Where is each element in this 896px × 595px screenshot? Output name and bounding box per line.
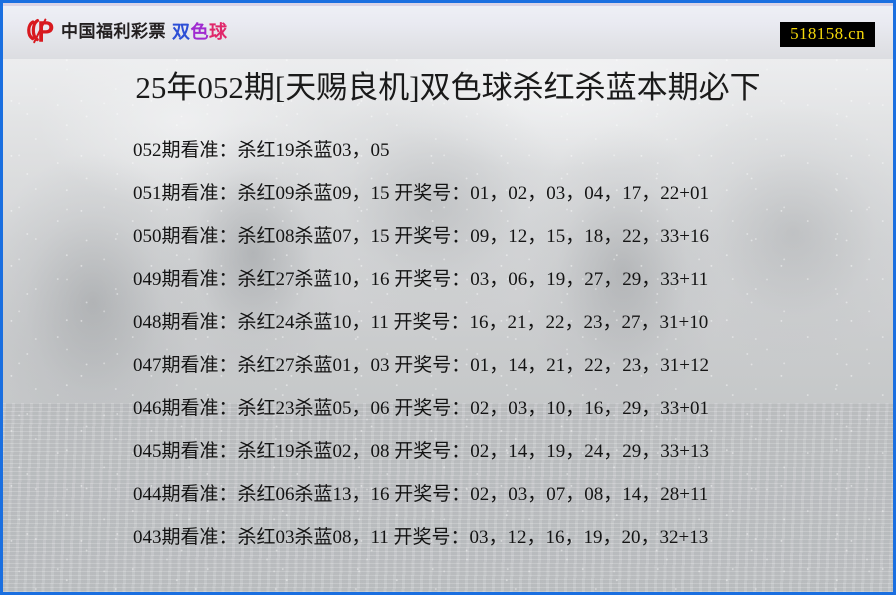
forecast-row-text: 043期看准：杀红03杀蓝08，11 开奖号：03，12，16，19，20，32… bbox=[133, 527, 709, 548]
page-title: 25年052期[天赐良机]双色球杀红杀蓝本期必下 bbox=[135, 70, 761, 105]
forecast-list: 052期看准：杀红19杀蓝03，05 051期看准：杀红09杀蓝09，15 开奖… bbox=[3, 127, 893, 557]
list-item: 046期看准：杀红23杀蓝05，06 开奖号：02，03，10，16，29，33… bbox=[3, 385, 893, 428]
forecast-row-text: 051期看准：杀红09杀蓝09，15 开奖号：01，02，03，04，17，22… bbox=[133, 183, 709, 204]
list-item: 044期看准：杀红06杀蓝13，16 开奖号：02，03，07，08，14，28… bbox=[3, 471, 893, 514]
product-char-3: 球 bbox=[209, 21, 228, 42]
list-item: 043期看准：杀红03杀蓝08，11 开奖号：03，12，16，19，20，32… bbox=[3, 514, 893, 557]
product-char-2: 色 bbox=[190, 21, 209, 42]
forecast-row-text: 049期看准：杀红27杀蓝10，16 开奖号：03，06，19，27，29，33… bbox=[133, 269, 709, 290]
forecast-row-text: 052期看准：杀红19杀蓝03，05 bbox=[133, 140, 390, 161]
brand-logo: 中国福利彩票 双色球 bbox=[25, 18, 228, 45]
product-char-1: 双 bbox=[172, 21, 191, 42]
china-welfare-lottery-emblem-icon bbox=[25, 18, 55, 45]
forecast-row-text: 045期看准：杀红19杀蓝02，08 开奖号：02，14，19，24，29，33… bbox=[133, 441, 709, 462]
forecast-row-text: 046期看准：杀红23杀蓝05，06 开奖号：02，03，10，16，29，33… bbox=[133, 398, 709, 419]
list-item: 048期看准：杀红24杀蓝10，11 开奖号：16，21，22，23，27，31… bbox=[3, 299, 893, 342]
list-item: 045期看准：杀红19杀蓝02，08 开奖号：02，14，19，24，29，33… bbox=[3, 428, 893, 471]
site-watermark: 518158.cn bbox=[780, 22, 875, 48]
forecast-row-text: 044期看准：杀红06杀蓝13，16 开奖号：02，03，07，08，14，28… bbox=[133, 484, 709, 505]
background-photo-water bbox=[3, 403, 893, 592]
list-item: 052期看准：杀红19杀蓝03，05 bbox=[3, 127, 893, 170]
header-band bbox=[3, 3, 893, 59]
list-item: 047期看准：杀红27杀蓝01，03 开奖号：01，14，21，22，23，31… bbox=[3, 342, 893, 385]
header-top-strip bbox=[3, 3, 893, 6]
list-item: 051期看准：杀红09杀蓝09，15 开奖号：01，02，03，04，17，22… bbox=[3, 170, 893, 213]
forecast-row-text: 047期看准：杀红27杀蓝01，03 开奖号：01，14，21，22，23，31… bbox=[133, 355, 709, 376]
forecast-row-text: 050期看准：杀红08杀蓝07，15 开奖号：09，12，15，18，22，33… bbox=[133, 226, 709, 247]
forecast-row-text: 048期看准：杀红24杀蓝10，11 开奖号：16，21，22，23，27，31… bbox=[133, 312, 709, 333]
list-item: 050期看准：杀红08杀蓝07，15 开奖号：09，12，15，18，22，33… bbox=[3, 213, 893, 256]
background-photo-veil bbox=[3, 3, 893, 592]
brand-name-label: 中国福利彩票 bbox=[61, 22, 166, 41]
product-name-label: 双色球 bbox=[172, 23, 228, 41]
background-photo-speckle bbox=[3, 3, 893, 592]
list-item: 049期看准：杀红27杀蓝10，16 开奖号：03，06，19，27，29，33… bbox=[3, 256, 893, 299]
